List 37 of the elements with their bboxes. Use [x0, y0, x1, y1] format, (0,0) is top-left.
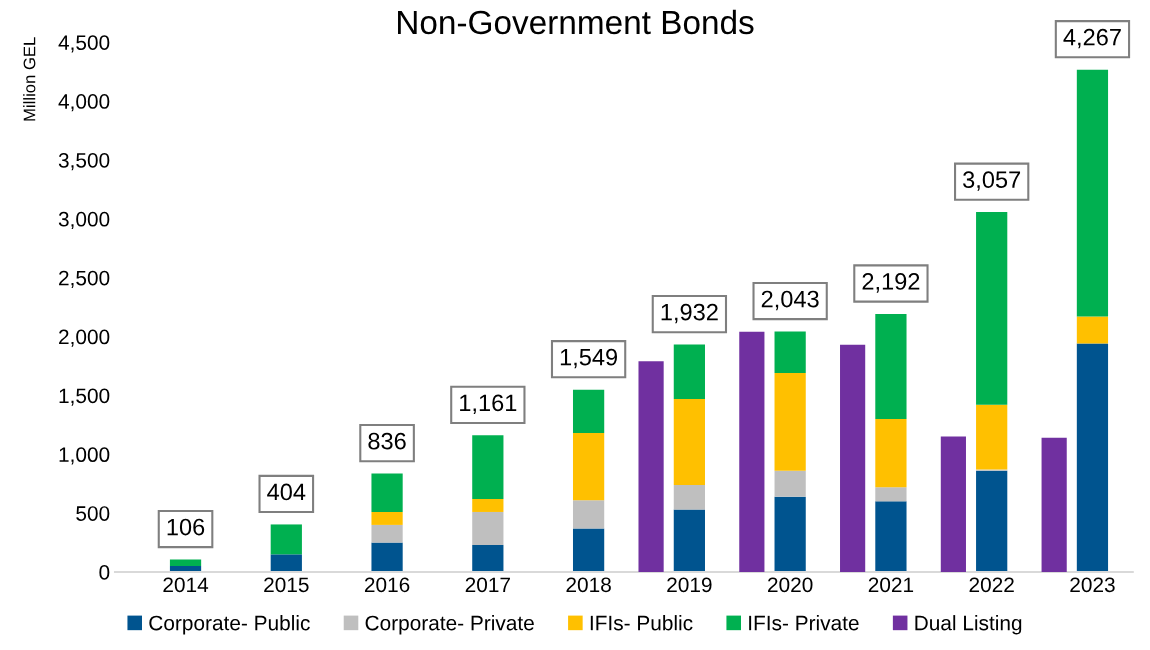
total-label: 1,161: [460, 394, 517, 414]
legend-label: IFIs- Private: [749, 615, 859, 631]
y-tick-label: 1,000: [59, 447, 110, 465]
legend-label: Corporate- Private: [365, 615, 534, 635]
legend-label: Dual Listing: [915, 615, 1022, 635]
y-tick-label: 500: [76, 506, 110, 521]
total-label: 1,549: [560, 348, 618, 369]
total-label: 2,043: [761, 290, 819, 311]
x-tick-label: 2018: [566, 577, 611, 593]
x-tick-label: 2017: [465, 577, 510, 593]
legend-label: IFIs- Public: [590, 615, 693, 631]
x-tick-label: 2014: [163, 577, 209, 593]
y-tick-label: 3,500: [58, 152, 110, 171]
legend-label: Corporate- Public: [149, 615, 310, 635]
x-tick-label: 2020: [768, 577, 813, 593]
y-tick-label: 1,500: [59, 388, 110, 406]
y-tick-label: 0: [99, 565, 110, 580]
y-tick-label: 2,000: [59, 329, 110, 347]
y-tick-label: 4,500: [58, 35, 110, 53]
y-axis-title: Million GEL: [23, 37, 36, 121]
x-tick-label: 2016: [364, 577, 410, 593]
y-tick-label: 3,000: [58, 211, 110, 230]
y-tick-label: 2,500: [59, 270, 110, 288]
total-label: 836: [368, 432, 406, 450]
x-tick-label: 2019: [667, 577, 712, 593]
total-label: 404: [267, 483, 306, 501]
total-label: 1,932: [661, 303, 718, 324]
x-tick-label: 2023: [1070, 577, 1115, 593]
x-tick-label: 2015: [264, 577, 309, 593]
total-label: 2,192: [862, 273, 920, 293]
total-label: 106: [167, 518, 205, 536]
y-tick-label: 4,000: [58, 94, 110, 112]
x-tick-label: 2021: [868, 577, 914, 593]
total-label: 4,267: [1063, 28, 1121, 49]
chart-title: Non-Government Bonds: [398, 9, 754, 35]
total-label: 3,057: [963, 171, 1021, 191]
x-tick-label: 2022: [969, 577, 1014, 593]
